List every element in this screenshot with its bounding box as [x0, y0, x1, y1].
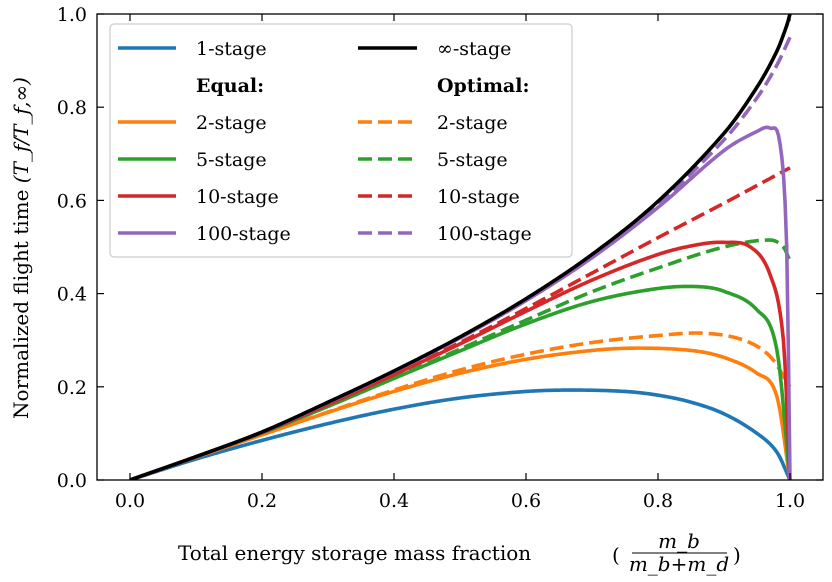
legend-box	[109, 23, 573, 258]
legend-label-opt-10: 10-stage	[437, 186, 520, 208]
y-tick-label: 0.8	[57, 97, 87, 119]
legend-label-eq-100: 100-stage	[196, 223, 291, 245]
x-tick-label: 0.8	[643, 490, 673, 512]
x-tick-label: 1.0	[775, 490, 805, 512]
y-tick-label: 0.2	[57, 377, 87, 399]
series-line-opt-2	[129, 331, 792, 480]
y-tick-label: 0.6	[57, 190, 87, 212]
series-line-opt-10	[129, 166, 791, 480]
legend-label-eq-5: 5-stage	[196, 149, 267, 171]
series-line-opt-5	[129, 238, 792, 480]
legend-label-opt-100: 100-stage	[437, 223, 532, 245]
y-tick-label: 0.4	[57, 284, 87, 306]
legend-label-1-stage: 1-stage	[196, 38, 267, 60]
x-axis-label: Total energy storage mass fraction	[178, 541, 531, 565]
x-tick-label: 0.0	[115, 490, 145, 512]
legend-label-inf-stage: ∞-stage	[437, 38, 511, 60]
series-line-inf-stage	[129, 14, 792, 480]
y-tick-label: 0.0	[57, 470, 87, 492]
plot-frame	[96, 13, 824, 481]
x-label-numerator: m_b	[658, 529, 700, 553]
legend: 1-stage ∞-stage Equal: Optimal: 2-stage 2-sta…	[109, 23, 573, 258]
y-axis-label: Normalized flight time (T_f/T_f,∞)	[9, 77, 33, 419]
legend-label-opt-5: 5-stage	[437, 149, 508, 171]
x-tick-label: 0.6	[511, 490, 541, 512]
series-group	[129, 14, 792, 480]
series-line-1-stage	[129, 388, 792, 480]
legend-label-opt-2: 2-stage	[437, 112, 508, 134]
x-label-paren-close: )	[733, 543, 741, 567]
y-tick-label: 1.0	[57, 4, 87, 26]
series-line-opt-100	[129, 36, 792, 480]
x-label-denominator: m_b+m_d	[629, 552, 729, 576]
x-axis: 0.0 0.2 0.4 0.6 0.8 1.0	[115, 14, 805, 512]
legend-label-eq-10: 10-stage	[196, 186, 279, 208]
y-axis: 0.0 0.2 0.4 0.6 0.8 1.0	[57, 4, 823, 492]
legend-label-eq-2: 2-stage	[196, 112, 267, 134]
x-label-paren-open: (	[612, 543, 620, 567]
x-tick-label: 0.4	[379, 490, 409, 512]
legend-heading-optimal: Optimal:	[437, 75, 529, 97]
x-tick-label: 0.2	[247, 490, 277, 512]
series-line-eq-2	[129, 346, 792, 480]
legend-heading-equal: Equal:	[196, 75, 264, 97]
